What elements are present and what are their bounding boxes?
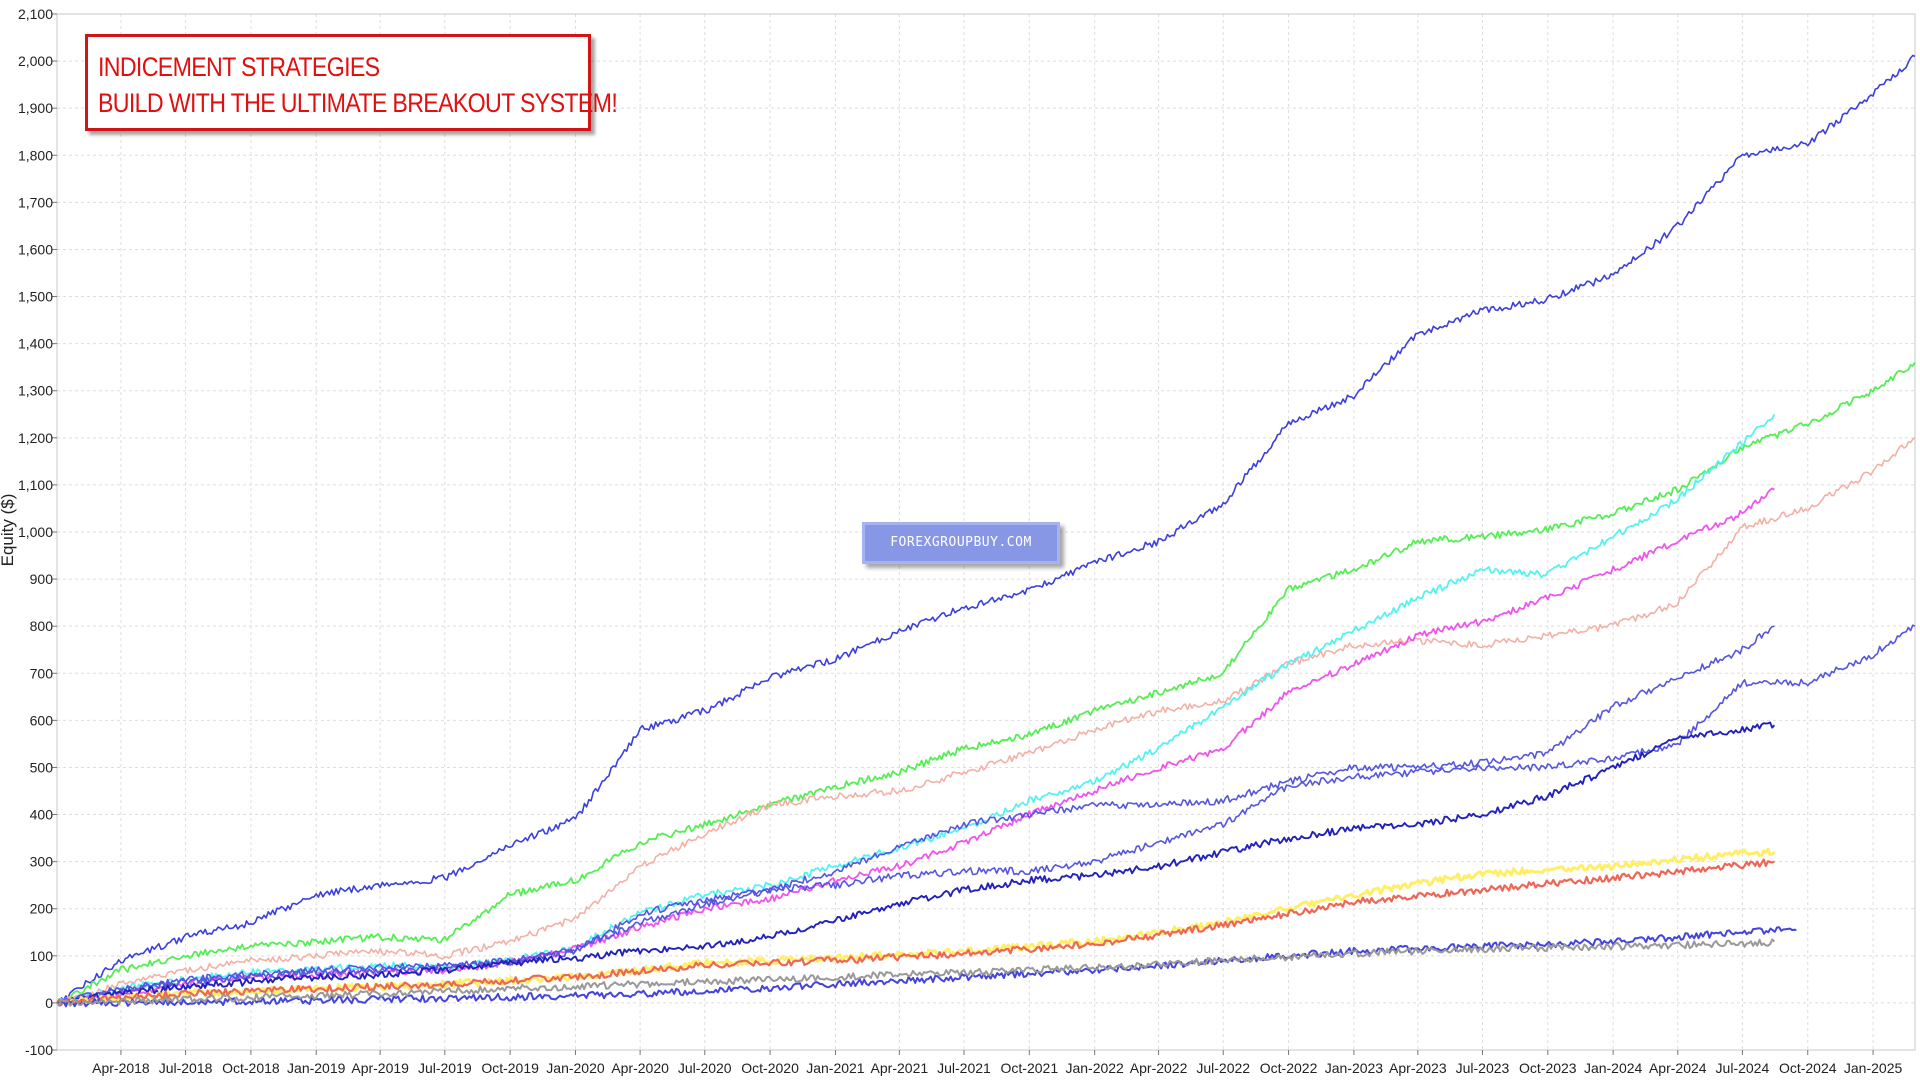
y-tick-label: 900 — [30, 571, 54, 587]
x-tick-label: Oct-2020 — [741, 1060, 799, 1076]
y-tick-label: 100 — [30, 948, 54, 964]
equity-series-line-7 — [56, 624, 1916, 1007]
x-tick-label: Jan-2022 — [1065, 1060, 1124, 1076]
x-tick-label: Jul-2024 — [1716, 1060, 1770, 1076]
x-tick-label: Apr-2020 — [611, 1060, 669, 1076]
x-tick-label: Apr-2023 — [1389, 1060, 1447, 1076]
equity-series-line-3 — [56, 437, 1916, 1004]
y-tick-label: 1,800 — [18, 147, 53, 163]
x-tick-label: Apr-2019 — [351, 1060, 409, 1076]
x-tick-label: Jul-2018 — [159, 1060, 213, 1076]
y-tick-label: 1,400 — [18, 336, 53, 352]
x-tick-label: Jan-2025 — [1844, 1060, 1903, 1076]
annotation-line-2: BUILD WITH THE ULTIMATE BREAKOUT SYSTEM! — [98, 88, 618, 118]
y-axis-title: Equity ($) — [0, 494, 17, 567]
axes: -100 0 100 200 300 400 500 600 700 800 900 1,000 1,1… — [18, 6, 1916, 1076]
x-tick-label: Oct-2019 — [481, 1060, 539, 1076]
y-tick-label: 1,000 — [18, 524, 53, 540]
y-tick-label: 800 — [30, 618, 54, 634]
y-tick-label: 200 — [30, 901, 54, 917]
watermark-badge: FOREXGROUPBUY.COM — [862, 522, 1060, 564]
x-tick-label: Jan-2021 — [806, 1060, 865, 1076]
y-tick-label: 1,500 — [18, 289, 53, 305]
x-tick-label: Jul-2021 — [937, 1060, 991, 1076]
x-tick-label: Jan-2019 — [287, 1060, 346, 1076]
y-tick-label: 400 — [30, 807, 54, 823]
x-tick-label: Oct-2018 — [222, 1060, 280, 1076]
equity-series-line-8 — [56, 721, 1776, 1005]
x-tick-label: Jul-2019 — [418, 1060, 472, 1076]
x-tick-label: Jul-2023 — [1456, 1060, 1510, 1076]
x-tick-label: Oct-2021 — [1001, 1060, 1059, 1076]
equity-series-line-5 — [56, 487, 1775, 1005]
y-tick-label: 1,600 — [18, 241, 53, 257]
x-tick-label: Oct-2023 — [1519, 1060, 1577, 1076]
y-tick-label: 1,100 — [18, 477, 53, 493]
equity-series-line-2 — [56, 362, 1916, 1004]
y-tick-label: 300 — [30, 854, 54, 870]
y-tick-label: -100 — [25, 1042, 53, 1058]
y-tick-label: 1,200 — [18, 430, 53, 446]
y-tick-label: 1,900 — [18, 100, 53, 116]
equity-series-line-10 — [56, 858, 1775, 1007]
x-tick-label: Apr-2024 — [1649, 1060, 1707, 1076]
series-lines — [56, 54, 1916, 1008]
y-tick-label: 2,000 — [18, 53, 53, 69]
equity-series-line-11 — [57, 926, 1797, 1008]
x-tick-label: Jan-2020 — [546, 1060, 605, 1076]
equity-series-line-4 — [56, 413, 1776, 1006]
x-tick-label: Jan-2024 — [1584, 1060, 1643, 1076]
x-tick-label: Jan-2023 — [1325, 1060, 1384, 1076]
x-tick-label: Apr-2018 — [92, 1060, 150, 1076]
x-tick-label: Oct-2024 — [1779, 1060, 1837, 1076]
equity-series-line-1 — [57, 54, 1916, 1004]
y-tick-label: 700 — [30, 665, 54, 681]
x-tick-label: Apr-2022 — [1130, 1060, 1188, 1076]
y-tick-label: 1,300 — [18, 383, 53, 399]
y-tick-label: 2,100 — [18, 6, 53, 22]
annotation-line-1: INDICEMENT STRATEGIES — [98, 52, 380, 82]
y-tick-label: 0 — [45, 995, 53, 1011]
x-tick-label: Apr-2021 — [871, 1060, 929, 1076]
y-tick-label: 600 — [30, 712, 54, 728]
x-tick-label: Jul-2020 — [678, 1060, 732, 1076]
equity-series-line-12 — [56, 938, 1776, 1007]
y-tick-label: 1,700 — [18, 194, 53, 210]
strategy-annotation-box: INDICEMENT STRATEGIES BUILD WITH THE ULT… — [85, 34, 618, 131]
x-tick-label: Oct-2022 — [1260, 1060, 1318, 1076]
y-tick-label: 500 — [30, 759, 54, 775]
x-tick-label: Jul-2022 — [1196, 1060, 1250, 1076]
